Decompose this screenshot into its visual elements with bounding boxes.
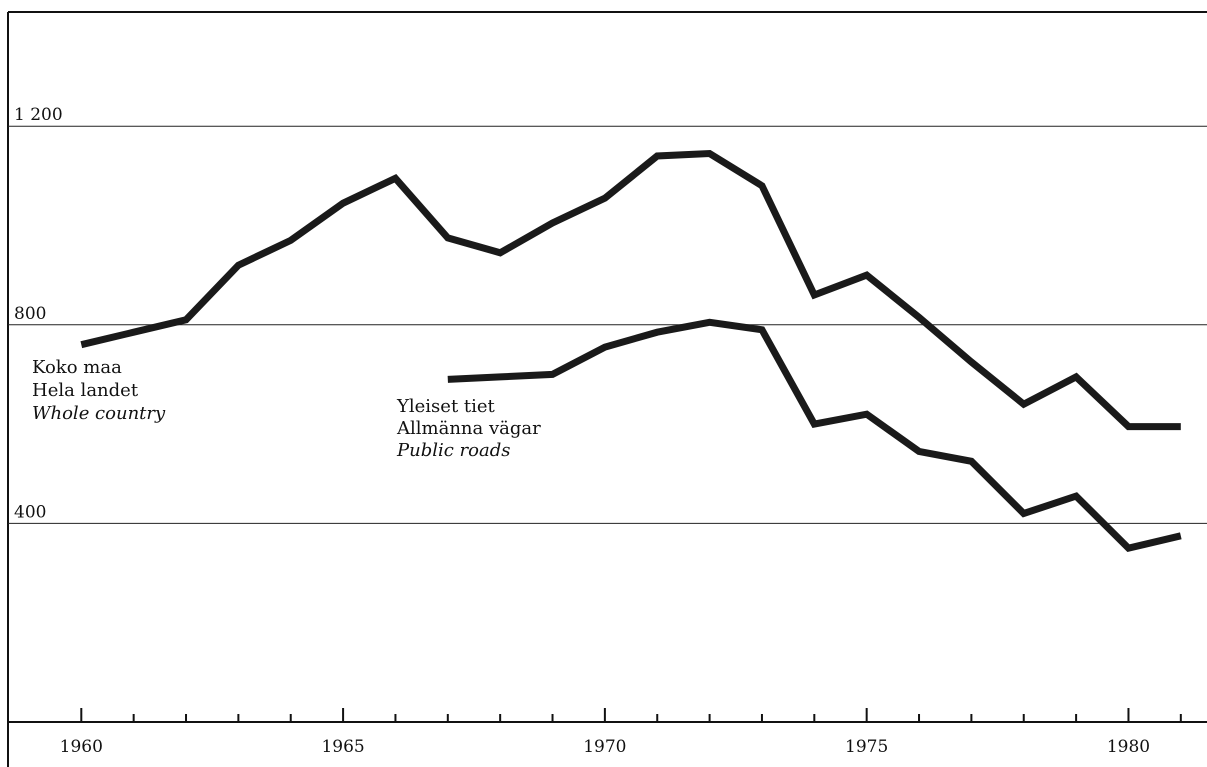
- public-roads-label: Yleiset tiet Allmänna vägar Public roads: [396, 396, 541, 461]
- x-tick-label-1965: 1965: [321, 737, 364, 757]
- public-roads-series-line: [447, 318, 1182, 553]
- public-roads-label-line-1: Yleiset tiet: [396, 396, 496, 417]
- x-tick-label-1970: 1970: [583, 737, 626, 757]
- x-axis-ticks: 1960 1965 1970 1975 1980: [60, 708, 1182, 757]
- x-tick-label-1975: 1975: [845, 737, 888, 757]
- public-roads-label-line-2: Allmänna vägar: [396, 418, 541, 439]
- whole-country-label-line-2: Hela landet: [32, 380, 139, 401]
- y-tick-label-800: 800: [14, 304, 46, 324]
- grid-lines: [8, 125, 1207, 524]
- whole-country-label-line-3: Whole country: [32, 403, 166, 424]
- whole-country-series-line: [80, 149, 1181, 431]
- x-tick-label-1980: 1980: [1107, 737, 1150, 757]
- public-roads-label-line-3: Public roads: [396, 440, 510, 461]
- y-axis-tick-labels: 400 800 1 200: [14, 105, 63, 522]
- x-tick-label-1960: 1960: [60, 737, 103, 757]
- whole-country-label: Koko maa Hela landet Whole country: [32, 357, 166, 424]
- y-tick-label-1200: 1 200: [14, 105, 63, 125]
- y-tick-label-400: 400: [14, 502, 46, 522]
- whole-country-label-line-1: Koko maa: [32, 357, 122, 378]
